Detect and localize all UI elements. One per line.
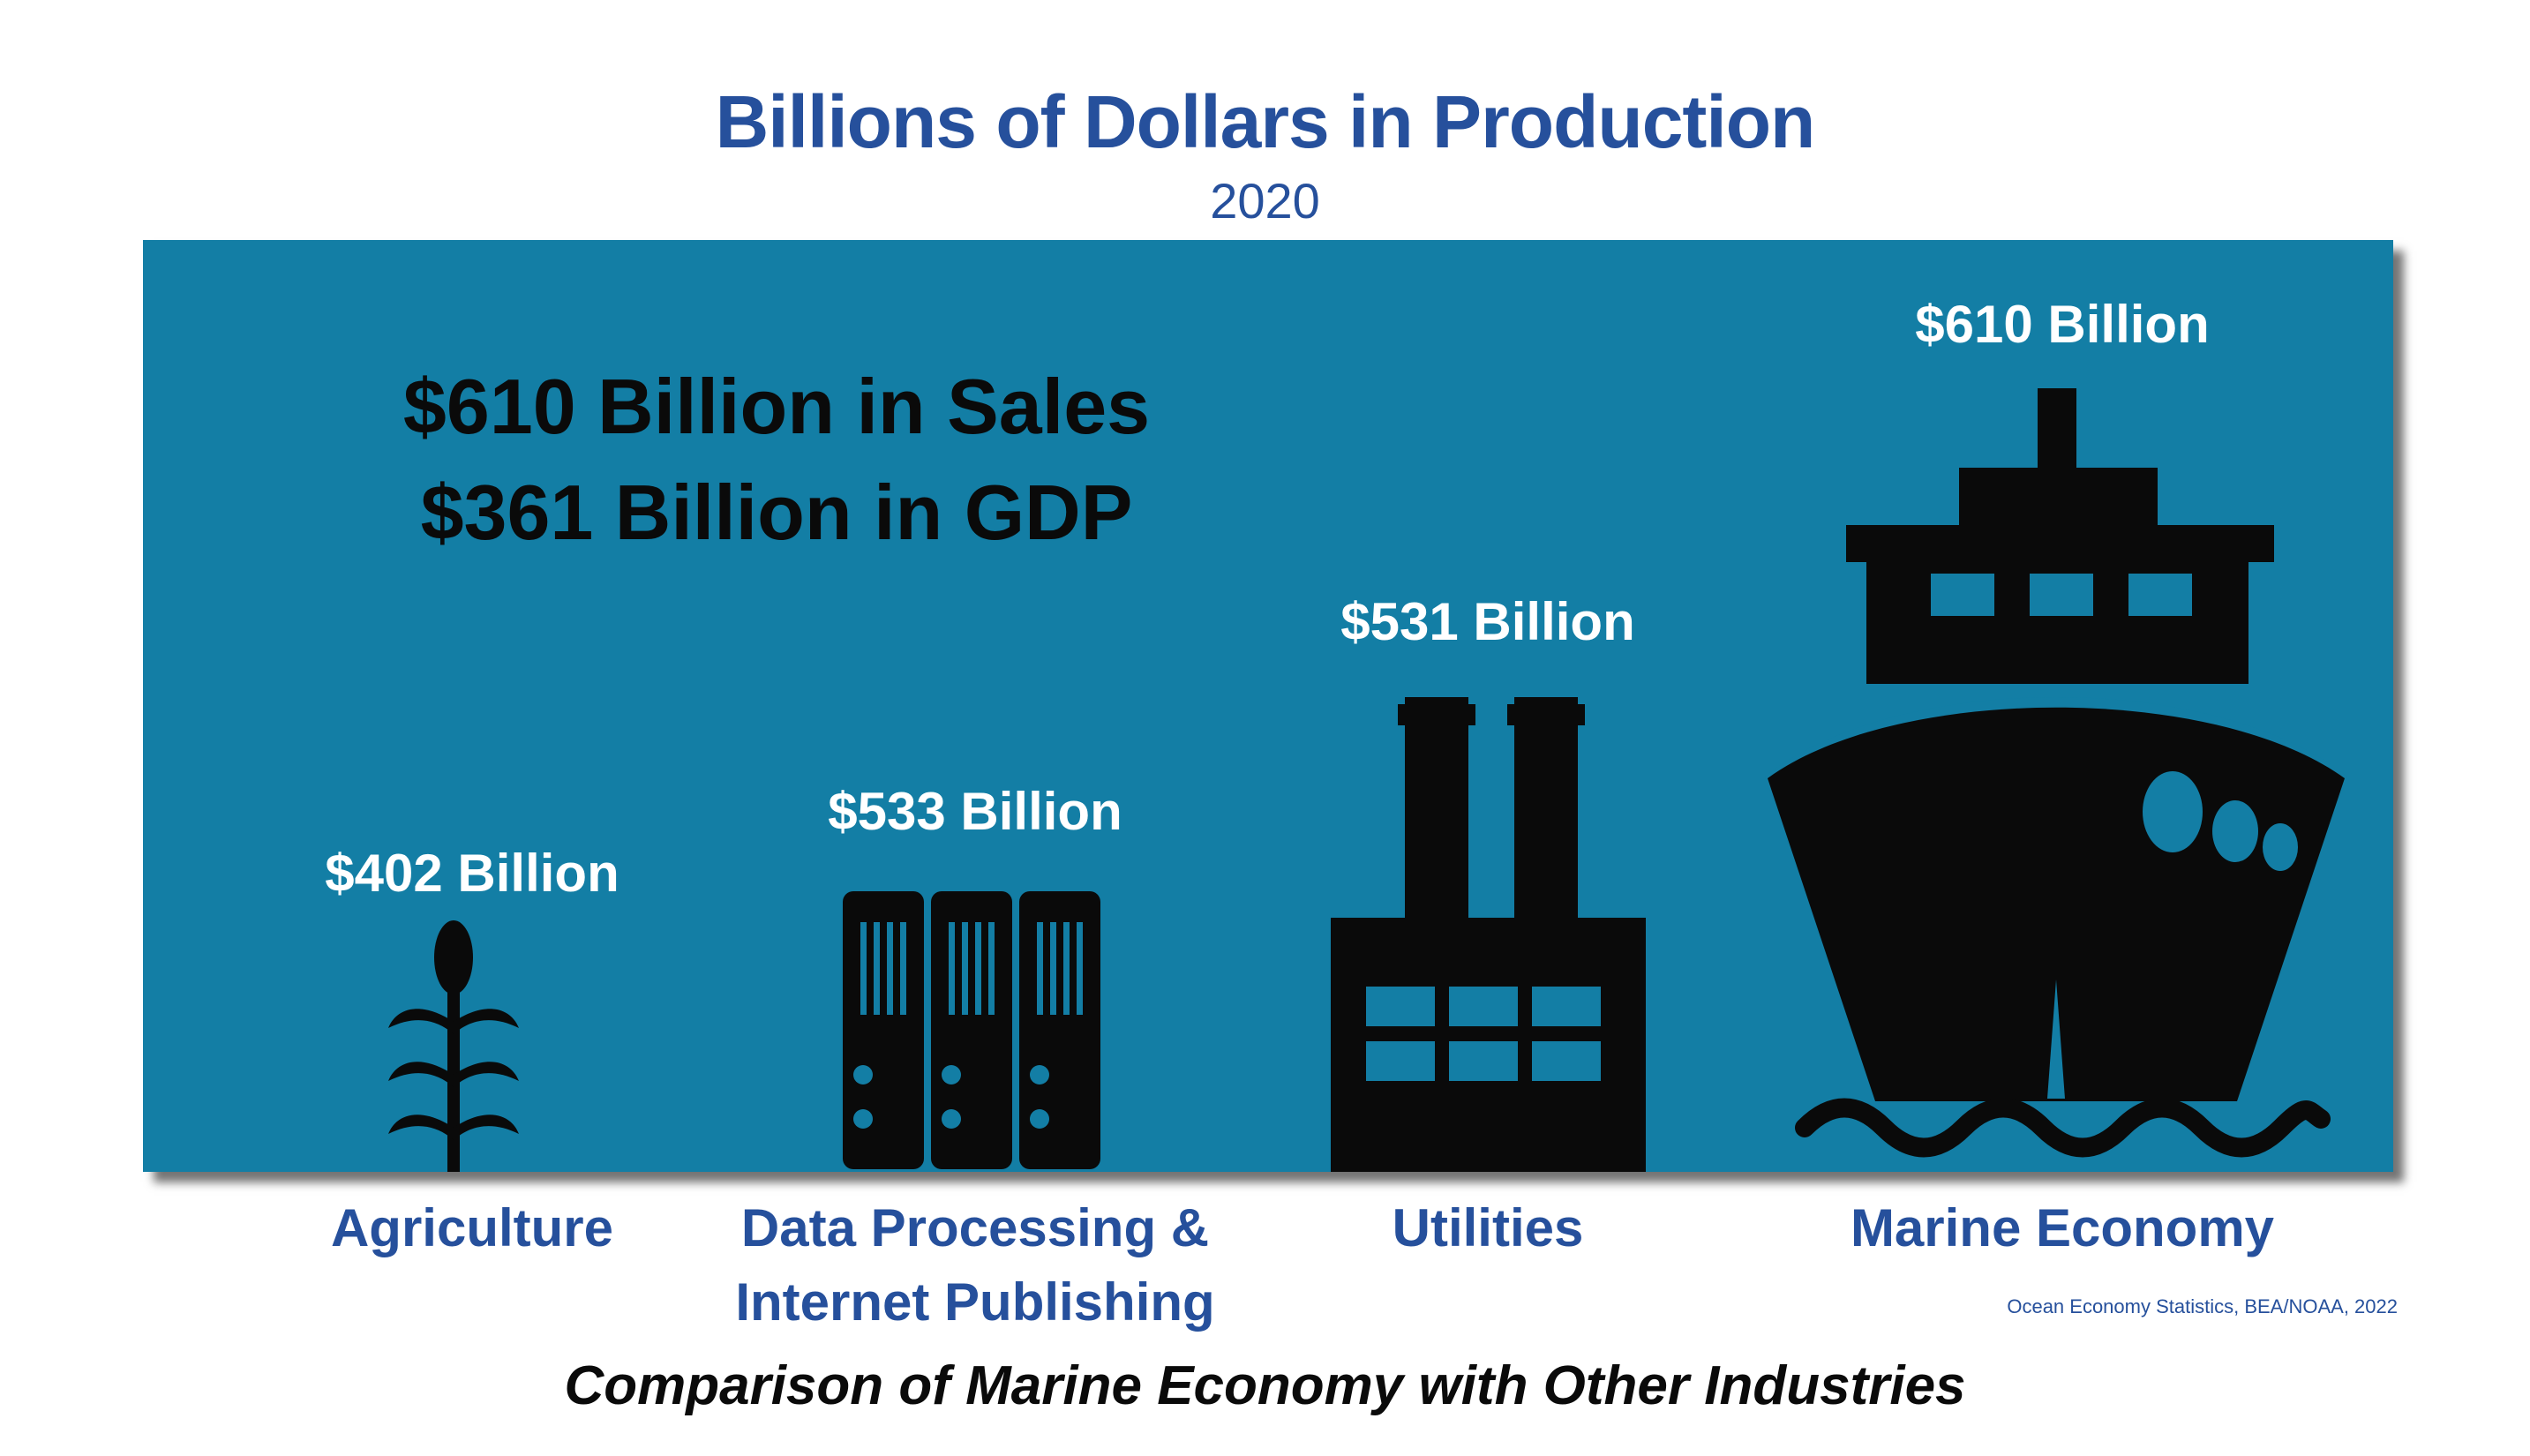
- summary-gdp: $361 Billion in GDP: [420, 469, 1133, 556]
- category-line: Internet Publishing: [735, 1272, 1215, 1332]
- chart-subtitle: 2020: [1210, 173, 1320, 229]
- source-note: Ocean Economy Statistics, BEA/NOAA, 2022: [2007, 1295, 2398, 1317]
- category-label-data-processing: Data Processing & Internet Publishing: [735, 1191, 1214, 1340]
- category-line: Utilities: [1392, 1198, 1584, 1257]
- server-icon: [843, 891, 1100, 1169]
- factory-icon: [1331, 697, 1646, 1172]
- category-label-marine-economy: Marine Economy: [1851, 1191, 2274, 1265]
- ship-icon: [1765, 388, 2347, 1158]
- value-label-marine-economy: $610 Billion: [1915, 295, 2210, 354]
- value-label-data-processing: $533 Billion: [828, 782, 1122, 841]
- corn-icon: [388, 920, 519, 1172]
- value-label-utilities: $531 Billion: [1340, 592, 1635, 651]
- category-line: Marine Economy: [1850, 1198, 2275, 1257]
- category-line: Agriculture: [330, 1198, 614, 1257]
- summary-sales: $610 Billion in Sales: [402, 363, 1151, 450]
- value-label-agriculture: $402 Billion: [325, 844, 619, 903]
- chart-caption: Comparison of Marine Economy with Other …: [564, 1355, 1966, 1416]
- chart-title: Billions of Dollars in Production: [715, 80, 1816, 163]
- category-line: Data Processing &: [740, 1198, 1210, 1257]
- category-label-utilities: Utilities: [1393, 1191, 1584, 1265]
- category-label-agriculture: Agriculture: [331, 1191, 613, 1265]
